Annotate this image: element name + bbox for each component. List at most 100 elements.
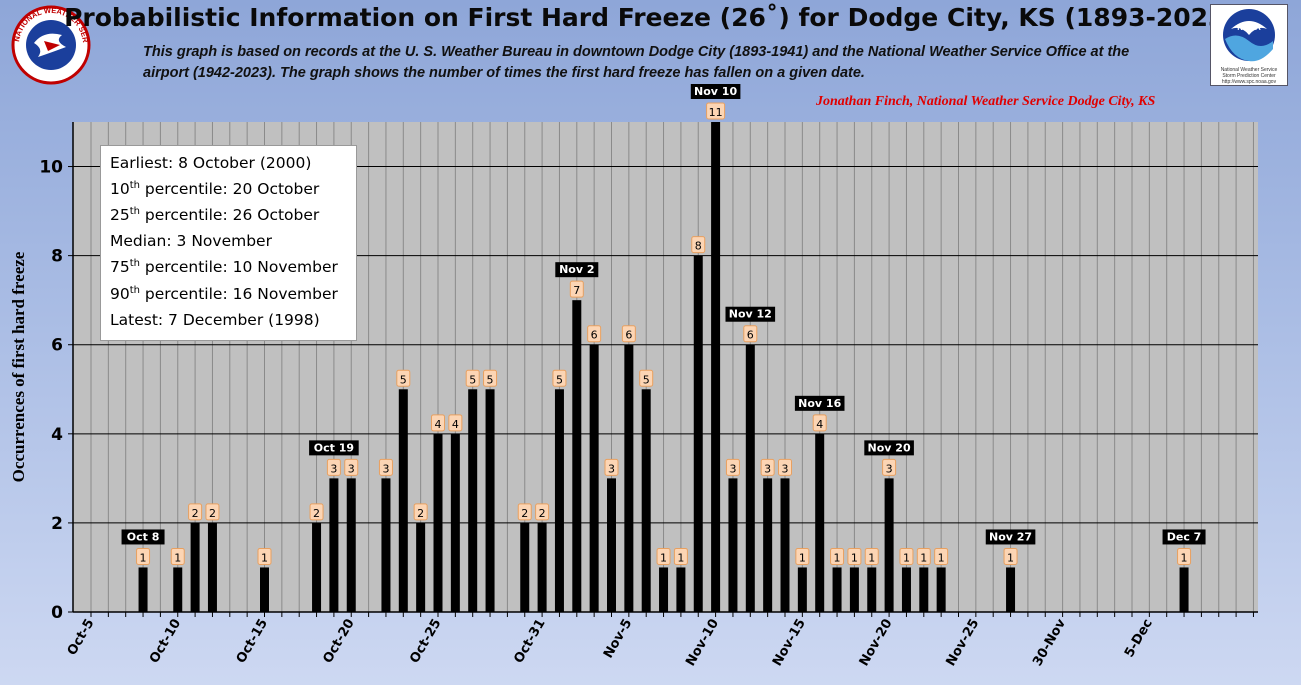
bar-nov-1 [554, 389, 564, 612]
y-tick-label: 4 [51, 425, 63, 445]
data-label-bg [1003, 547, 1018, 565]
data-label: 1 [903, 551, 910, 564]
y-tick-label: 8 [51, 247, 63, 267]
data-label: 4 [816, 418, 823, 431]
bar-oct-27 [468, 389, 478, 612]
callout-bg [864, 440, 914, 456]
bar-nov-2 [572, 300, 582, 612]
data-label: 1 [1007, 551, 1014, 564]
data-label: 4 [435, 418, 442, 431]
bar-oct-30 [520, 522, 530, 612]
callout-label: Nov 20 [868, 441, 911, 454]
bar-nov-15 [797, 567, 807, 612]
data-label: 5 [556, 373, 563, 386]
bar-oct-31 [537, 522, 547, 612]
stat-earliest: Earliest: 8 October (2000) [110, 154, 312, 172]
data-label: 7 [573, 284, 580, 297]
bar-oct-11 [190, 522, 200, 612]
stat-p90-num: 90 [110, 285, 130, 304]
data-label: 5 [643, 373, 650, 386]
bar-nov-4 [607, 478, 616, 612]
bar-nov-6 [641, 389, 651, 612]
bar-nov-5 [624, 344, 634, 612]
bar-dec-7 [1179, 567, 1189, 612]
x-tick-label: 30-Nov [1030, 616, 1069, 669]
data-label-bg [396, 369, 411, 387]
bars [138, 122, 1189, 613]
noaa-caption-1: National Weather Service [1220, 67, 1278, 73]
chart-subtitle: This graph is based on records at the U.… [143, 42, 1193, 84]
data-label-bg [257, 547, 272, 565]
data-label: 2 [209, 507, 216, 520]
data-label: 2 [539, 507, 546, 520]
stat-median: Median: 3 November [110, 232, 272, 250]
data-label-bg [569, 280, 584, 298]
data-label: 1 [851, 551, 858, 564]
stat-p25-num: 25 [110, 206, 130, 225]
data-label-bg [1177, 547, 1192, 565]
bar-oct-24 [416, 522, 426, 612]
x-tick-labels: Oct-5 Oct-10 Oct-15 Oct-20 Oct-25 Oct-31 Nov-5… [65, 616, 1156, 669]
bar-nov-9 [693, 255, 703, 613]
data-label-bg [812, 414, 827, 432]
data-label-bg [743, 325, 758, 343]
x-tick-label: Oct-20 [320, 617, 357, 666]
data-label: 6 [747, 329, 754, 342]
stat-p25-sup: th [129, 206, 140, 217]
data-label-bg [934, 547, 949, 565]
data-label-bg [899, 547, 914, 565]
callout-bg [690, 84, 741, 99]
noaa-logo-text: NOAA [1237, 23, 1261, 32]
callout-label: Nov 16 [798, 397, 841, 410]
callout-label: Nov 12 [729, 308, 772, 321]
data-label-bg [552, 369, 567, 387]
callout-bg [121, 529, 165, 545]
data-label: 4 [452, 418, 459, 431]
data-label: 8 [695, 240, 702, 253]
bar-oct-26 [450, 433, 460, 612]
subtitle-line-1: This graph is based on records at the U.… [143, 44, 1130, 60]
data-label: 2 [417, 507, 424, 520]
bar-oct-22 [381, 478, 391, 612]
data-label-bg [916, 547, 931, 565]
data-label-bg [864, 547, 879, 565]
x-tick-label: Oct-5 [65, 617, 98, 659]
bar-oct-18 [312, 522, 322, 612]
x-tick-label: 5-Dec [1122, 617, 1156, 661]
stat-p25-text: percentile: 26 October [140, 206, 320, 225]
data-label-bg [795, 547, 810, 565]
statistics-box: Earliest: 8 October (2000) 10th percenti… [100, 145, 357, 341]
x-tick-label: Nov-20 [857, 617, 896, 669]
data-label: 1 [799, 551, 806, 564]
axes [68, 122, 1258, 617]
bar-nov-12 [745, 344, 755, 612]
data-label: 1 [677, 551, 684, 564]
bar-nov-7 [659, 567, 669, 612]
data-label: 1 [660, 551, 667, 564]
author-credit: Jonathan Finch, National Weather Service… [816, 94, 1156, 109]
data-label: 3 [729, 462, 736, 475]
stat-p10-text: percentile: 20 October [140, 180, 320, 199]
y-tick-label: 2 [51, 514, 63, 534]
bar-oct-8 [138, 567, 148, 612]
bar-oct-12 [207, 522, 217, 612]
data-label: 1 [140, 551, 147, 564]
bar-nov-3 [589, 344, 599, 612]
bar-oct-10 [173, 567, 183, 612]
data-label-bg [535, 503, 550, 521]
stat-p25: 25th percentile: 26 October [110, 206, 319, 224]
noaa-logo: NOAA National Weather Service Storm Pred… [1210, 4, 1288, 86]
data-label-bg [639, 369, 654, 387]
data-label-bg [847, 547, 862, 565]
y-tick-label: 6 [51, 336, 63, 356]
callout-bg [794, 395, 845, 411]
data-label: 6 [591, 329, 598, 342]
x-tick-label: Oct-31 [511, 617, 548, 666]
data-label-bg [431, 414, 445, 432]
x-tick-label: Oct-25 [407, 617, 444, 666]
data-label: 11 [709, 106, 723, 119]
bar-nov-11 [728, 478, 738, 612]
data-label-bg [587, 325, 602, 343]
callout-bg [985, 529, 1036, 545]
